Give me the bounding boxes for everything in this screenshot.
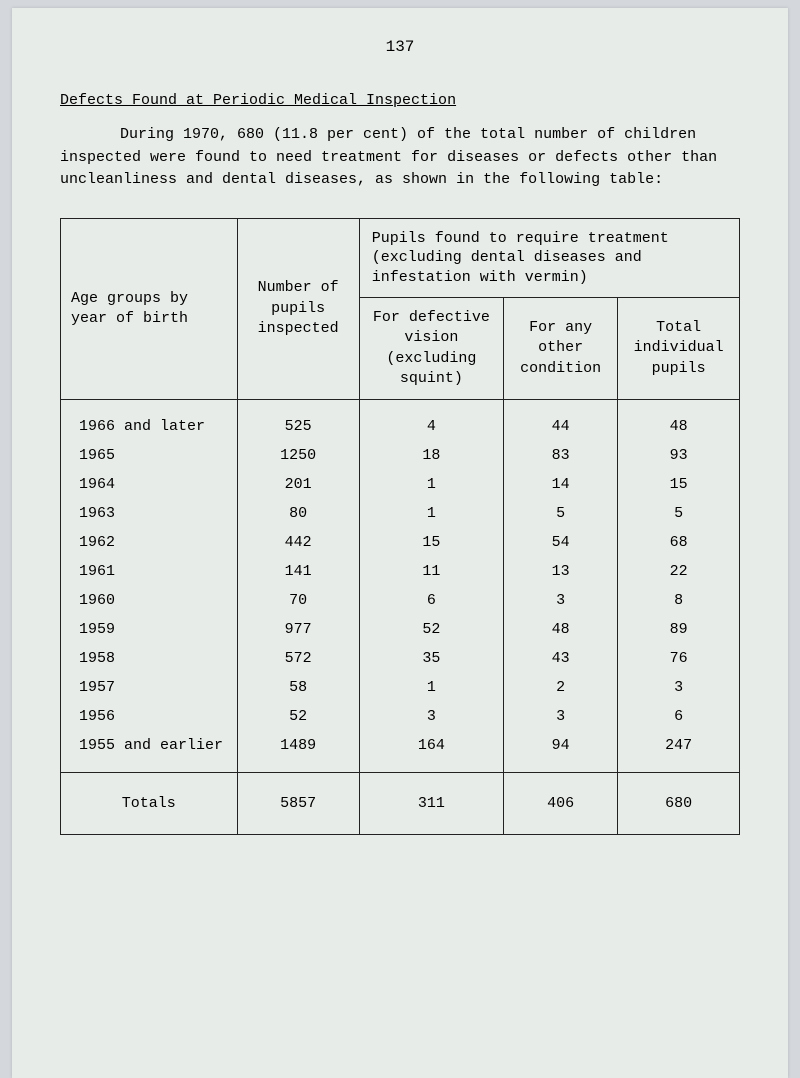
cell-other: 54	[504, 528, 618, 557]
page-number: 137	[60, 38, 740, 56]
table-row: 1957 58 1 2 3	[61, 673, 740, 702]
cell-age: 1955 and earlier	[61, 731, 238, 773]
cell-inspected: 141	[237, 557, 359, 586]
cell-inspected: 201	[237, 470, 359, 499]
cell-total: 48	[618, 400, 740, 442]
cell-vision: 1	[359, 673, 503, 702]
cell-total: 68	[618, 528, 740, 557]
cell-age: 1960	[61, 586, 238, 615]
page-container: 137 Defects Found at Periodic Medical In…	[12, 8, 788, 1078]
table-row: 1962 442 15 54 68	[61, 528, 740, 557]
cell-other: 48	[504, 615, 618, 644]
cell-age: 1958	[61, 644, 238, 673]
cell-age: 1956	[61, 702, 238, 731]
cell-other: 3	[504, 702, 618, 731]
cell-vision: 1	[359, 499, 503, 528]
cell-total: 76	[618, 644, 740, 673]
cell-inspected: 977	[237, 615, 359, 644]
table-row: 1956 52 3 3 6	[61, 702, 740, 731]
table-row: 1955 and earlier 1489 164 94 247	[61, 731, 740, 773]
cell-total: 93	[618, 441, 740, 470]
cell-vision: 18	[359, 441, 503, 470]
cell-age: 1963	[61, 499, 238, 528]
cell-vision: 11	[359, 557, 503, 586]
cell-age: 1957	[61, 673, 238, 702]
cell-vision: 52	[359, 615, 503, 644]
cell-age: 1961	[61, 557, 238, 586]
header-other-condition: For any other condition	[504, 298, 618, 400]
cell-total: 3	[618, 673, 740, 702]
header-number-inspected: Number of pupils inspected	[237, 218, 359, 400]
cell-other: 43	[504, 644, 618, 673]
table-row: 1963 80 1 5 5	[61, 499, 740, 528]
header-defective-vision: For defective vision (excluding squint)	[359, 298, 503, 400]
cell-vision: 15	[359, 528, 503, 557]
cell-vision: 4	[359, 400, 503, 442]
defects-table: Age groups by year of birth Number of pu…	[60, 218, 740, 836]
cell-age: 1966 and later	[61, 400, 238, 442]
totals-vision: 311	[359, 773, 503, 835]
cell-inspected: 442	[237, 528, 359, 557]
cell-vision: 1	[359, 470, 503, 499]
cell-other: 5	[504, 499, 618, 528]
cell-inspected: 572	[237, 644, 359, 673]
cell-age: 1959	[61, 615, 238, 644]
table-row: 1959 977 52 48 89	[61, 615, 740, 644]
table-row: 1966 and later 525 4 44 48	[61, 400, 740, 442]
table-row: 1960 70 6 3 8	[61, 586, 740, 615]
cell-total: 22	[618, 557, 740, 586]
header-total-pupils: Total individual pupils	[618, 298, 740, 400]
table-body: 1966 and later 525 4 44 48 1965 1250 18 …	[61, 400, 740, 773]
table-header: Age groups by year of birth Number of pu…	[61, 218, 740, 400]
cell-total: 247	[618, 731, 740, 773]
table-row: 1958 572 35 43 76	[61, 644, 740, 673]
table-row: 1964 201 1 14 15	[61, 470, 740, 499]
cell-other: 2	[504, 673, 618, 702]
header-treatment-span: Pupils found to require treatment (exclu…	[359, 218, 739, 298]
cell-inspected: 1489	[237, 731, 359, 773]
table-row: 1961 141 11 13 22	[61, 557, 740, 586]
cell-total: 89	[618, 615, 740, 644]
cell-other: 83	[504, 441, 618, 470]
cell-age: 1965	[61, 441, 238, 470]
cell-total: 8	[618, 586, 740, 615]
cell-inspected: 70	[237, 586, 359, 615]
cell-age: 1964	[61, 470, 238, 499]
cell-other: 14	[504, 470, 618, 499]
cell-total: 5	[618, 499, 740, 528]
cell-vision: 35	[359, 644, 503, 673]
totals-label: Totals	[61, 773, 238, 835]
header-age-groups: Age groups by year of birth	[61, 218, 238, 400]
cell-inspected: 525	[237, 400, 359, 442]
cell-inspected: 1250	[237, 441, 359, 470]
cell-total: 15	[618, 470, 740, 499]
cell-total: 6	[618, 702, 740, 731]
table-row: 1965 1250 18 83 93	[61, 441, 740, 470]
cell-inspected: 58	[237, 673, 359, 702]
table-totals: Totals 5857 311 406 680	[61, 773, 740, 835]
totals-total: 680	[618, 773, 740, 835]
cell-age: 1962	[61, 528, 238, 557]
cell-vision: 164	[359, 731, 503, 773]
cell-other: 3	[504, 586, 618, 615]
totals-row: Totals 5857 311 406 680	[61, 773, 740, 835]
totals-other: 406	[504, 773, 618, 835]
cell-vision: 3	[359, 702, 503, 731]
cell-other: 94	[504, 731, 618, 773]
cell-other: 13	[504, 557, 618, 586]
cell-inspected: 80	[237, 499, 359, 528]
cell-vision: 6	[359, 586, 503, 615]
section-title: Defects Found at Periodic Medical Inspec…	[60, 92, 740, 109]
cell-inspected: 52	[237, 702, 359, 731]
intro-paragraph: During 1970, 680 (11.8 per cent) of the …	[60, 124, 740, 192]
cell-other: 44	[504, 400, 618, 442]
totals-inspected: 5857	[237, 773, 359, 835]
